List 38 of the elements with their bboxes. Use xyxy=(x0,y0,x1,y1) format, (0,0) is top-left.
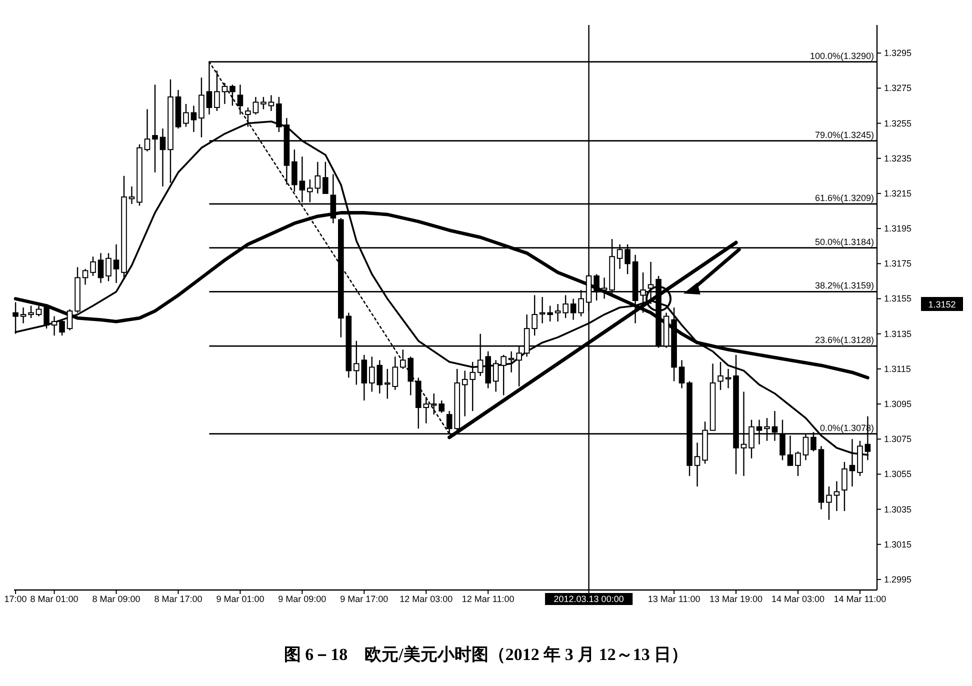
ref-line-label: 50.0%(1.3184) xyxy=(814,236,874,247)
x-tick-label: 14 Mar 11:00 xyxy=(834,594,886,604)
ref-line-label: 38.2%(1.3159) xyxy=(814,280,874,291)
y-tick-label: 1.3235 xyxy=(884,153,912,164)
y-tick-label: 1.3095 xyxy=(884,399,912,410)
caption: 图 6－18 欧元/美元小时图（2012 年 3 月 12～13 日） xyxy=(284,645,688,664)
y-tick-label: 1.3035 xyxy=(884,504,912,514)
x-tick-label: 9 Mar 09:00 xyxy=(278,594,326,604)
ref-line-label: 61.6%(1.3209) xyxy=(814,192,874,203)
y-tick-label: 1.3215 xyxy=(884,188,912,198)
y-tick-label: 1.3195 xyxy=(884,224,912,234)
y-tick-label: 1.3295 xyxy=(884,48,912,58)
y-tick-label: 1.3255 xyxy=(884,118,912,128)
x-tick-label: 9 Mar 01:00 xyxy=(216,594,264,604)
ref-line-label: 100.0%(1.3290) xyxy=(810,50,874,61)
y-tick-label: 1.3075 xyxy=(884,434,912,444)
y-tick-label: 1.3175 xyxy=(884,258,912,269)
x-tick-label: 12 Mar 11:00 xyxy=(462,594,514,604)
y-tick-label: 1.2995 xyxy=(884,574,912,584)
x-tick-label: 2012.03.13 00:00 xyxy=(554,594,624,604)
x-tick-label: 13 Mar 19:00 xyxy=(709,594,763,604)
x-tick-label: 17:00 xyxy=(4,594,27,604)
x-tick-label: 9 Mar 17:00 xyxy=(340,594,388,604)
x-tick-label: 14 Mar 03:00 xyxy=(771,594,825,604)
x-tick-label: 12 Mar 03:00 xyxy=(400,594,453,604)
ref-line-label: 23.6%(1.3128) xyxy=(814,335,874,346)
y-tick-label: 1.3015 xyxy=(884,539,912,550)
x-tick-label: 8 Mar 09:00 xyxy=(92,594,140,604)
x-tick-label: 8 Mar 17:00 xyxy=(154,594,202,604)
y-tick-label: 1.3115 xyxy=(884,364,911,374)
y-tick-label: 1.3275 xyxy=(884,83,912,94)
y-tick-label: 1.3155 xyxy=(884,294,912,304)
x-tick-label: 13 Mar 11:00 xyxy=(648,594,700,604)
ref-line-label: 79.0%(1.3245) xyxy=(814,130,874,140)
price-label: 1.3152 xyxy=(921,297,963,311)
y-tick-label: 1.3055 xyxy=(884,469,912,480)
x-tick-label: 8 Mar 01:00 xyxy=(30,594,78,604)
y-tick-label: 1.3135 xyxy=(884,328,912,339)
